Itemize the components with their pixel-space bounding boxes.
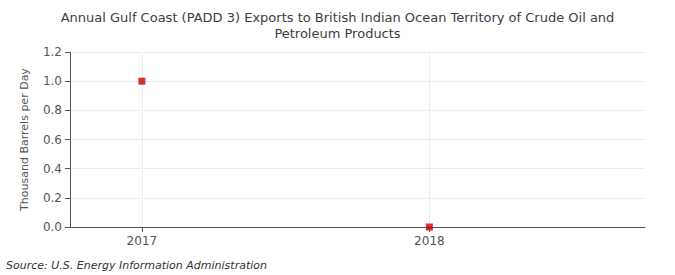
svg-text:0.2: 0.2 [43,191,62,205]
svg-text:0.8: 0.8 [43,103,62,117]
svg-text:0.4: 0.4 [43,162,62,176]
svg-text:Petroleum Products: Petroleum Products [274,26,400,41]
svg-text:0.0: 0.0 [43,220,62,234]
svg-text:2018: 2018 [414,234,445,248]
svg-text:Thousand Barrels per Day: Thousand Barrels per Day [18,68,31,212]
svg-text:0.6: 0.6 [43,133,62,147]
svg-text:Annual Gulf Coast (PADD 3) Exp: Annual Gulf Coast (PADD 3) Exports to Br… [61,10,615,25]
svg-text:Source: U.S. Energy Informatio: Source: U.S. Energy Information Administ… [6,259,267,272]
svg-text:1.0: 1.0 [43,74,62,88]
svg-text:2017: 2017 [127,234,158,248]
svg-text:1.2: 1.2 [43,45,62,59]
